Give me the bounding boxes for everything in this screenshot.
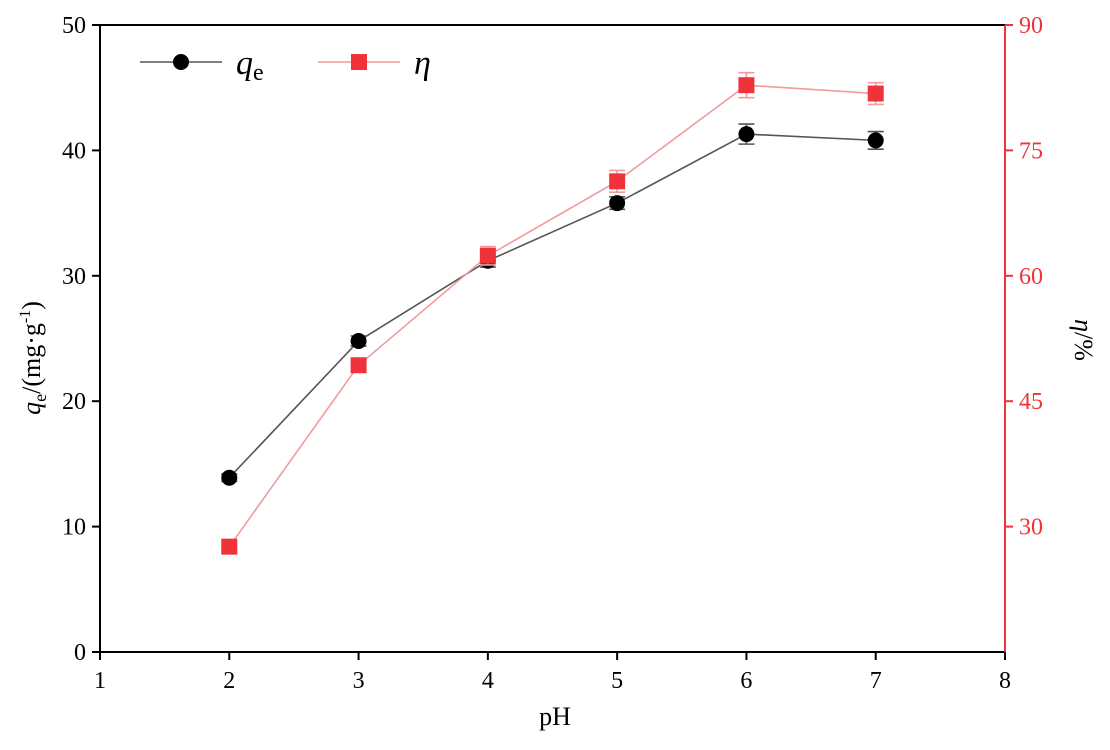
data-point-1 [479,247,496,264]
y-tick-label-right: 75 [1019,138,1043,164]
data-point-0 [738,126,755,143]
data-point-1 [350,357,367,374]
data-point-1 [738,77,755,94]
y-axis-title-right: η/% [1069,319,1098,361]
x-tick-label: 5 [611,668,623,694]
data-point-1 [221,538,238,555]
x-tick-label: 7 [870,668,882,694]
y-tick-label-left: 0 [74,640,86,666]
legend-marker-1 [351,54,367,70]
y-axis-title-left: qe/(mg·g-1) [17,301,50,415]
legend-marker-0 [173,54,189,70]
series-layer [221,71,884,555]
data-point-1 [609,173,626,190]
data-point-1 [867,85,884,102]
y-tick-label-right: 90 [1019,13,1043,39]
y-tick-label-left: 40 [62,138,86,164]
series-line-1 [228,84,876,548]
legend-label-symbol: η [414,45,431,82]
y-axis-title-unit: /(mg·g [17,323,46,394]
legend: qe η [140,45,431,86]
x-axis-title: pH [539,702,571,731]
y-tick-label-left: 30 [62,264,86,290]
y-axis-title-close: ) [17,301,46,310]
data-point-0 [350,333,367,350]
x-tick-label: 2 [223,668,235,694]
y-tick-label-right: 60 [1019,264,1043,290]
series-line-0 [228,133,876,479]
x-tick-label: 6 [740,668,752,694]
y-axis-title-subscript: e [30,394,50,402]
data-point-0 [221,469,238,486]
y-axis-title-symbol: q [17,402,46,415]
x-tick-label: 4 [482,668,494,694]
data-point-0 [609,195,626,212]
y-tick-label-left: 50 [62,13,86,39]
x-tick-label: 8 [999,668,1011,694]
legend-label-symbol: q [236,45,253,82]
x-tick-label: 3 [353,668,365,694]
y-tick-label-left: 20 [62,389,86,415]
y-axis-title-right-symbol: η [1069,319,1098,332]
y-tick-label-right: 30 [1019,515,1043,541]
x-tick-label: 1 [94,668,106,694]
y-axis-title-superscript: -1 [17,310,34,323]
y-tick-label-right: 45 [1019,389,1043,415]
legend-label-subscript: e [253,60,264,86]
legend-label-0: qe [236,45,264,86]
data-point-0 [867,132,884,149]
y-axis-title-right-unit: /% [1069,332,1098,361]
legend-label-1: η [414,45,431,82]
y-tick-label-left: 10 [62,515,86,541]
